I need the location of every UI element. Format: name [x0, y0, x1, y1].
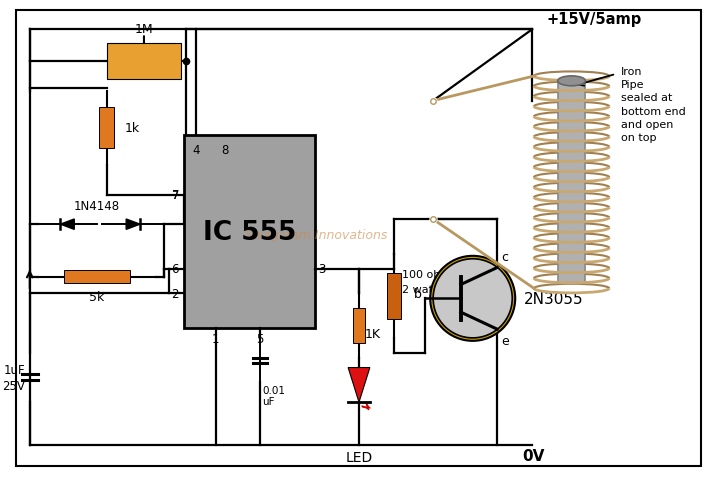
Text: 5: 5	[257, 332, 264, 345]
Text: Swagatam Innovations: Swagatam Innovations	[245, 228, 388, 241]
Text: LED: LED	[345, 450, 373, 464]
Text: 8: 8	[222, 144, 229, 157]
Text: c: c	[501, 250, 508, 263]
Text: uF: uF	[262, 396, 274, 407]
Text: IC 555: IC 555	[203, 219, 296, 245]
Polygon shape	[348, 368, 370, 402]
Text: 1: 1	[212, 332, 219, 345]
Text: 1M: 1M	[135, 24, 153, 36]
Ellipse shape	[558, 77, 586, 86]
Text: 1N4148: 1N4148	[74, 200, 120, 213]
Text: 4: 4	[192, 144, 199, 157]
Text: 100 ohm: 100 ohm	[401, 269, 451, 279]
Text: 0.01: 0.01	[262, 385, 285, 396]
Text: 7: 7	[171, 190, 178, 200]
Text: 2 watt: 2 watt	[401, 285, 437, 295]
Bar	[184, 136, 315, 328]
Text: 3: 3	[318, 263, 326, 276]
Text: e: e	[501, 335, 509, 348]
Text: 1K: 1K	[365, 327, 381, 340]
Circle shape	[433, 259, 512, 338]
Bar	[386, 273, 401, 319]
Text: 6: 6	[172, 263, 179, 276]
Text: 2N3055: 2N3055	[524, 291, 584, 306]
Text: 7: 7	[172, 189, 179, 202]
Bar	[352, 308, 365, 344]
Text: 25V: 25V	[2, 379, 25, 392]
Text: 0V: 0V	[522, 448, 545, 463]
Text: 1uF: 1uF	[4, 363, 25, 376]
Text: 2: 2	[172, 288, 179, 300]
Polygon shape	[126, 219, 140, 230]
Text: 5k: 5k	[89, 291, 105, 304]
Bar	[65, 271, 130, 283]
Text: 1k: 1k	[125, 122, 140, 135]
Text: Iron
Pipe
sealed at
bottom end
and open
on top: Iron Pipe sealed at bottom end and open …	[621, 67, 686, 143]
Polygon shape	[60, 219, 74, 230]
Circle shape	[430, 256, 515, 341]
Text: b: b	[413, 288, 421, 300]
Bar	[558, 82, 586, 284]
Bar	[99, 108, 114, 149]
Bar	[107, 44, 181, 80]
Text: +15V/5amp: +15V/5amp	[547, 12, 642, 27]
